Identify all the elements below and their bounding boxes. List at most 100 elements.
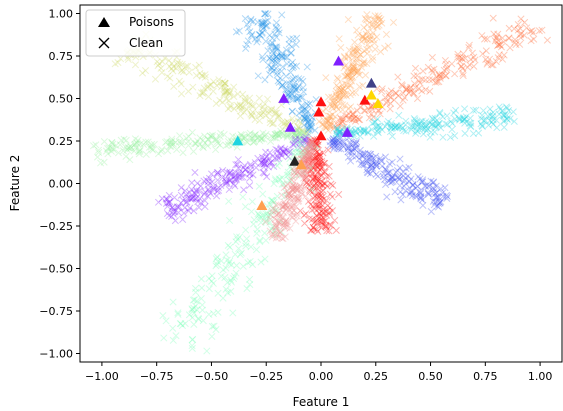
- clean-point: [138, 69, 147, 77]
- clean-point: [434, 203, 443, 211]
- clean-point: [226, 103, 235, 111]
- clean-point: [271, 59, 279, 67]
- clean-point: [214, 289, 222, 297]
- clean-point: [307, 151, 315, 159]
- clean-point: [95, 148, 103, 156]
- clean-point: [302, 133, 310, 141]
- clean-point: [428, 66, 436, 74]
- clean-point: [363, 168, 371, 176]
- clean-point: [231, 250, 239, 258]
- clean-point: [398, 124, 407, 132]
- clean-point: [188, 128, 196, 136]
- clean-point: [269, 223, 277, 231]
- clean-point: [241, 15, 249, 23]
- clean-point: [310, 219, 318, 227]
- clean-point: [222, 264, 230, 272]
- clean-point: [131, 135, 139, 143]
- clean-point: [286, 155, 294, 163]
- clean-point: [392, 121, 400, 130]
- clean-point: [294, 94, 302, 102]
- clean-point: [349, 152, 357, 160]
- clean-point: [332, 90, 340, 98]
- clean-point: [222, 88, 230, 96]
- clean-point: [330, 138, 338, 146]
- clean-point: [216, 141, 224, 149]
- clean-point: [339, 115, 347, 123]
- clean-point: [279, 235, 287, 243]
- clean-point: [281, 201, 289, 209]
- clean-point: [241, 166, 249, 174]
- clean-point: [256, 133, 264, 141]
- clean-point: [341, 62, 349, 70]
- clean-point: [281, 201, 289, 209]
- clean-point: [489, 14, 497, 22]
- clean-point: [369, 16, 377, 24]
- clean-point: [303, 173, 311, 181]
- clean-point: [212, 262, 220, 270]
- clean-point: [108, 144, 116, 152]
- clean-point: [411, 116, 419, 124]
- clean-point: [516, 31, 524, 39]
- clean-point: [345, 68, 353, 76]
- clean-point: [304, 152, 312, 160]
- clean-point: [214, 176, 222, 184]
- clean-point: [413, 94, 422, 103]
- clean-point: [360, 126, 368, 135]
- clean-point: [295, 197, 303, 205]
- clean-point: [368, 125, 376, 134]
- clean-point: [166, 198, 174, 206]
- clean-point: [433, 193, 441, 201]
- clean-point: [216, 132, 224, 140]
- clean-point: [389, 177, 397, 185]
- clean-point: [126, 156, 134, 164]
- clean-point: [306, 149, 314, 157]
- clean-point: [298, 136, 306, 144]
- clean-point: [333, 132, 341, 140]
- clean-point: [268, 231, 276, 239]
- clean-point: [505, 24, 513, 32]
- clean-point: [281, 145, 289, 153]
- clean-point: [254, 72, 262, 80]
- clean-point: [230, 93, 238, 101]
- clean-point: [383, 97, 391, 105]
- clean-point: [299, 84, 307, 92]
- clean-point: [282, 206, 290, 214]
- clean-point: [213, 260, 221, 268]
- clean-point: [281, 233, 289, 241]
- clean-point: [163, 195, 171, 204]
- clean-point: [351, 126, 359, 135]
- clean-point: [280, 148, 288, 156]
- clean-point: [520, 31, 528, 39]
- clean-point: [149, 146, 157, 154]
- clean-point: [260, 24, 268, 32]
- clean-point: [273, 53, 281, 61]
- clean-point: [413, 182, 421, 190]
- clean-point: [241, 94, 249, 102]
- clean-point: [465, 43, 473, 52]
- clean-point: [471, 56, 479, 64]
- clean-point: [397, 196, 405, 204]
- clean-point: [298, 93, 306, 101]
- clean-point: [94, 146, 103, 154]
- clean-point: [258, 153, 266, 161]
- clean-point: [273, 231, 281, 239]
- clean-point: [428, 120, 436, 128]
- clean-point: [184, 207, 193, 215]
- clean-point: [177, 199, 185, 207]
- clean-point: [349, 145, 357, 154]
- clean-point: [304, 140, 312, 149]
- clean-point: [319, 186, 327, 195]
- clean-point: [246, 129, 254, 137]
- clean-point: [348, 60, 356, 69]
- clean-point: [184, 138, 192, 146]
- clean-point: [293, 171, 301, 179]
- clean-point: [425, 182, 433, 190]
- clean-point: [270, 198, 278, 206]
- clean-point: [290, 199, 298, 207]
- clean-point: [342, 72, 350, 80]
- clean-point: [422, 76, 430, 84]
- clean-point: [298, 141, 306, 149]
- clean-point: [289, 82, 297, 90]
- clean-point: [345, 70, 353, 78]
- poison-point: [232, 135, 244, 146]
